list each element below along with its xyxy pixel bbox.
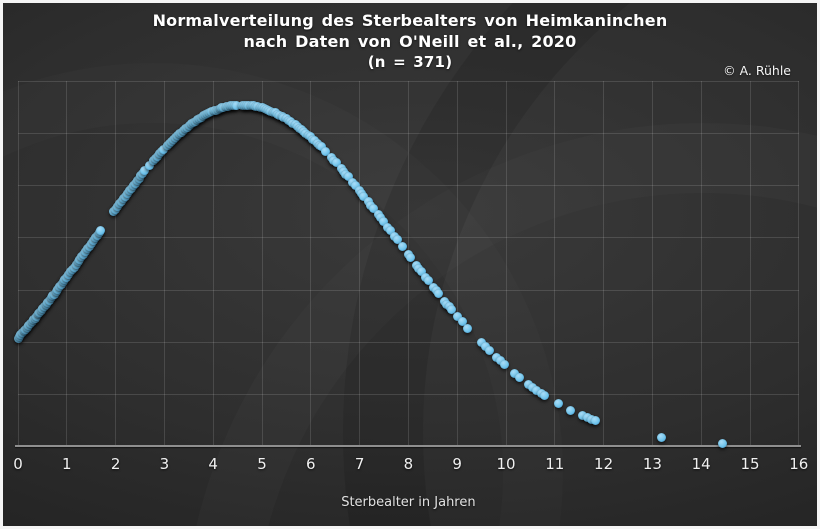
gridline-vertical bbox=[700, 81, 702, 446]
data-point bbox=[452, 311, 462, 321]
data-point bbox=[416, 266, 426, 276]
x-tick-label: 1 bbox=[62, 455, 72, 473]
data-point bbox=[392, 235, 402, 245]
gridline-vertical bbox=[66, 81, 68, 446]
chart-title: Normalverteilung des Sterbealters von He… bbox=[152, 11, 668, 30]
x-tick-label: 14 bbox=[691, 455, 711, 473]
gridline-vertical bbox=[163, 81, 165, 446]
data-point bbox=[578, 411, 588, 421]
data-point bbox=[566, 405, 576, 415]
chart-subtitle: nach Daten von O'Neill et al., 2020 bbox=[243, 32, 577, 51]
data-point bbox=[140, 166, 150, 176]
sample-size-label: (n = 371) bbox=[367, 53, 453, 71]
x-tick-label: 5 bbox=[257, 455, 267, 473]
gridline-horizontal bbox=[18, 341, 799, 343]
data-point bbox=[406, 253, 416, 263]
x-axis-title: Sterbealter in Jahren bbox=[341, 495, 476, 510]
x-tick-label: 8 bbox=[403, 455, 414, 473]
x-tick-label: 11 bbox=[545, 455, 565, 473]
gridline-horizontal bbox=[18, 185, 799, 187]
x-tick-label: 15 bbox=[740, 455, 760, 473]
data-point bbox=[231, 100, 241, 110]
x-axis-line bbox=[15, 445, 801, 447]
copyright-label: © A. Rühle bbox=[723, 63, 791, 78]
gridline-vertical bbox=[359, 81, 361, 446]
data-point bbox=[398, 242, 408, 252]
x-tick-label: 7 bbox=[354, 455, 365, 473]
gridline-vertical bbox=[456, 81, 458, 446]
data-point bbox=[158, 145, 168, 155]
x-tick-label: 10 bbox=[496, 455, 516, 473]
gridline-vertical bbox=[115, 81, 117, 446]
gridline-horizontal bbox=[18, 81, 799, 82]
data-point bbox=[320, 146, 330, 156]
gridline-horizontal bbox=[18, 133, 799, 135]
x-tick-label: 6 bbox=[306, 455, 316, 473]
data-point bbox=[316, 142, 326, 152]
gridline-vertical bbox=[505, 81, 507, 446]
x-tick-label: 13 bbox=[642, 455, 662, 473]
data-point bbox=[385, 226, 395, 236]
gridline-vertical bbox=[407, 81, 409, 446]
data-point bbox=[514, 372, 524, 382]
chart-title-block: Normalverteilung des Sterbealters von He… bbox=[3, 10, 817, 73]
gridline-vertical bbox=[554, 81, 556, 446]
plot-area: 0 1 2 3 4 5 6 7 8 9 10 11 12 13 14 15 16 Sterbealter in J… bbox=[3, 3, 817, 526]
gridline-vertical bbox=[212, 81, 214, 446]
x-tick-label: 12 bbox=[594, 455, 614, 473]
chart-canvas: Normalverteilung des Sterbealters von He… bbox=[3, 3, 817, 526]
data-point bbox=[359, 191, 369, 201]
gridline-horizontal bbox=[18, 237, 799, 239]
data-point bbox=[500, 360, 510, 370]
data-point bbox=[423, 276, 433, 286]
data-point bbox=[540, 390, 550, 400]
gridline-vertical bbox=[749, 81, 751, 446]
data-point bbox=[145, 160, 155, 170]
data-point bbox=[484, 346, 494, 356]
data-point bbox=[368, 203, 378, 213]
data-point bbox=[447, 305, 457, 315]
data-point bbox=[378, 216, 388, 226]
x-tick-label: 0 bbox=[13, 455, 23, 473]
data-point bbox=[95, 225, 105, 235]
x-tick-label: 4 bbox=[208, 455, 218, 473]
gridline-vertical bbox=[603, 81, 605, 446]
gridline-vertical bbox=[798, 81, 800, 446]
data-point bbox=[554, 399, 564, 409]
data-point bbox=[343, 172, 353, 182]
data-point bbox=[463, 323, 473, 333]
data-point bbox=[434, 289, 444, 299]
x-tick-label: 9 bbox=[452, 455, 462, 473]
data-point bbox=[331, 158, 341, 168]
data-point bbox=[457, 317, 467, 327]
x-tick-label: 2 bbox=[110, 455, 121, 473]
data-point bbox=[717, 438, 727, 448]
gridline-horizontal bbox=[18, 289, 799, 291]
data-point bbox=[350, 180, 360, 190]
x-tick-label: 3 bbox=[159, 455, 170, 473]
data-point bbox=[510, 369, 520, 379]
gridline-horizontal bbox=[18, 393, 799, 395]
gridline-vertical bbox=[651, 81, 653, 446]
data-point bbox=[591, 416, 601, 426]
x-tick-label: 16 bbox=[789, 455, 809, 473]
gridline-vertical bbox=[17, 81, 19, 446]
gridline-vertical bbox=[310, 81, 312, 446]
gridline-vertical bbox=[261, 81, 263, 446]
data-point bbox=[656, 432, 666, 442]
